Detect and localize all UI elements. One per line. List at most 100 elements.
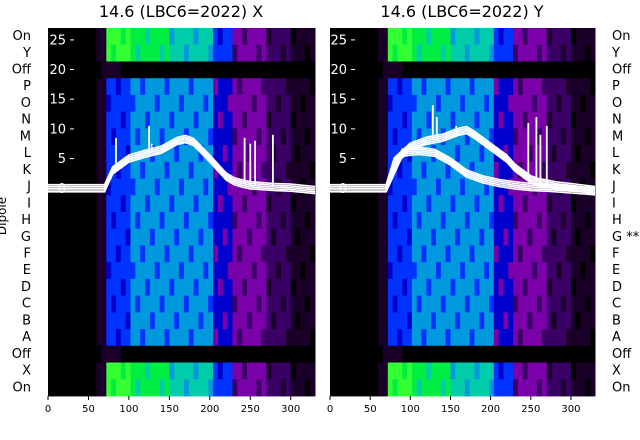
heatmap-row — [330, 44, 596, 62]
heatmap-cell — [232, 78, 238, 96]
heatmap-cell — [436, 212, 442, 230]
heatmap-cell — [421, 228, 427, 246]
heatmap-cell — [169, 228, 175, 246]
heatmap-cell — [363, 94, 369, 112]
heatmap-cell — [169, 278, 175, 296]
heatmap-cell — [561, 212, 567, 230]
heatmap-cell — [256, 379, 263, 397]
heatmap-cell — [402, 312, 408, 330]
heatmap-cell — [334, 345, 341, 363]
heatmap-cell — [193, 312, 199, 330]
heatmap-cell — [295, 228, 301, 246]
heatmap-cell — [276, 345, 282, 363]
heatmap-row — [48, 111, 316, 129]
heatmap-cell — [513, 61, 519, 79]
heatmap-cell — [208, 262, 214, 280]
heatmap-cell — [116, 212, 122, 230]
heatmap-cell — [378, 161, 384, 179]
heatmap-cell — [551, 362, 557, 380]
heatmap-cell — [522, 28, 528, 46]
heatmap-cell — [527, 94, 533, 112]
heatmap-cell — [310, 94, 316, 112]
heatmap-cell — [300, 362, 306, 380]
heatmap-cell — [164, 161, 170, 179]
heatmap-cell — [590, 28, 596, 46]
heatmap-cell — [455, 345, 461, 363]
heatmap-cell — [421, 362, 427, 380]
heatmap-cell — [508, 228, 514, 246]
heatmap-cell — [86, 28, 93, 46]
xtick-label: 250 — [241, 404, 260, 415]
heatmap-cell — [48, 379, 54, 397]
heatmap-cell — [261, 345, 267, 363]
heatmap-cell — [334, 161, 341, 179]
row-label: X — [22, 364, 31, 379]
heatmap-cell — [469, 161, 475, 179]
heatmap-cell — [378, 94, 384, 112]
heatmap-cell — [106, 94, 112, 112]
heatmap-cell — [455, 44, 461, 62]
heatmap-cell — [431, 245, 437, 263]
heatmap-cell — [281, 61, 287, 79]
heatmap-cell — [67, 295, 73, 313]
heatmap-cell — [479, 61, 485, 79]
heatmap-cell — [62, 345, 68, 363]
heatmap-cell — [67, 111, 73, 129]
heatmap-cell — [532, 94, 538, 112]
heatmap-cell — [537, 329, 543, 347]
heatmap-cell — [508, 329, 514, 347]
heatmap-cell — [373, 312, 379, 330]
heatmap-cell — [349, 111, 355, 129]
heatmap-cell — [378, 28, 384, 46]
heatmap-cell — [334, 61, 341, 79]
heatmap-cell — [281, 28, 287, 46]
heatmap-cell — [464, 44, 471, 62]
heatmap-cell — [290, 212, 297, 230]
heatmap-cell — [474, 228, 480, 246]
heatmap-cell — [358, 228, 365, 246]
heatmap-cell — [498, 212, 504, 230]
heatmap-cell — [77, 195, 83, 213]
heatmap-cell — [276, 78, 282, 96]
heatmap-cell — [484, 345, 490, 363]
heatmap-cell — [445, 278, 451, 296]
heatmap-cell — [397, 245, 403, 263]
heatmap-cell — [561, 278, 567, 296]
heatmap-cell — [474, 28, 480, 46]
heatmap-cell — [498, 161, 504, 179]
heatmap-cell — [354, 44, 360, 62]
heatmap-cell — [387, 278, 394, 296]
heatmap-cell — [62, 161, 68, 179]
heatmap-cell — [484, 212, 490, 230]
heatmap-cell — [251, 94, 258, 112]
heatmap-cell — [276, 262, 282, 280]
heatmap-cell — [330, 78, 336, 96]
heatmap-cell — [149, 78, 156, 96]
heatmap-cell — [503, 245, 509, 263]
heatmap-cell — [256, 195, 263, 213]
heatmap-cell — [479, 28, 485, 46]
heatmap-cell — [450, 44, 456, 62]
heatmap-cell — [551, 262, 557, 280]
heatmap-cell — [164, 145, 170, 163]
heatmap-cell — [580, 145, 586, 163]
heatmap-cell — [183, 262, 190, 280]
heatmap-cell — [479, 111, 485, 129]
heatmap-cell — [198, 161, 204, 179]
heatmap-cell — [551, 161, 557, 179]
curve-line — [385, 150, 596, 192]
heatmap-cell — [154, 262, 161, 280]
heatmap-cell — [67, 94, 73, 112]
heatmap-cell — [120, 195, 127, 213]
heatmap-cell — [48, 278, 54, 296]
heatmap-cell — [188, 329, 195, 347]
heatmap-cell — [368, 111, 374, 129]
heatmap-cell — [373, 94, 379, 112]
heatmap-cell — [580, 28, 586, 46]
heatmap-cell — [271, 61, 277, 79]
heatmap-cell — [130, 61, 136, 79]
heatmap-cell — [503, 345, 509, 363]
heatmap-cell — [556, 212, 562, 230]
heatmap-cell — [469, 28, 475, 46]
heatmap-cell — [387, 111, 394, 129]
